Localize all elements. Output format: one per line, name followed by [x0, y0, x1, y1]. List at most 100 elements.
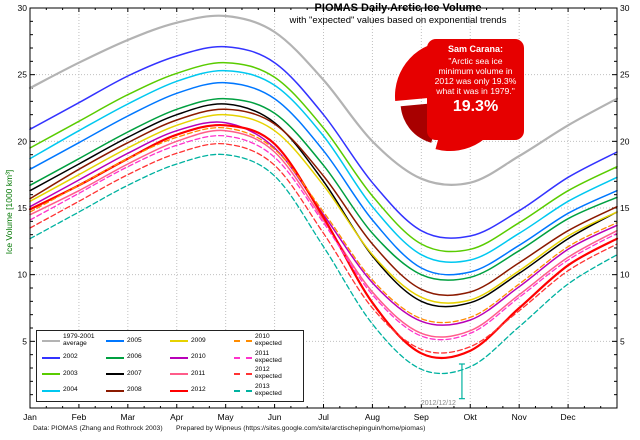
series-line-2009	[29, 113, 618, 304]
legend-item-2004: 2004	[42, 386, 106, 394]
legend-label: 2007	[127, 369, 142, 377]
legend-label: 2012 expected	[255, 366, 282, 381]
y-tick-label: 20	[18, 136, 28, 146]
legend-label: 2006	[127, 353, 142, 361]
x-tick-label: Nov	[512, 412, 528, 422]
legend-item-2011: 2011	[170, 369, 234, 378]
legend-item-2012: 2012	[170, 386, 234, 394]
legend-swatch	[106, 340, 124, 343]
legend-item-2013-expected: 2013 expected	[234, 382, 298, 398]
y-axis-label: Ice Volume [1000 km³]	[4, 169, 14, 255]
legend-label: 2003	[63, 369, 78, 377]
series-line-2007	[29, 103, 618, 308]
legend-swatch	[106, 389, 124, 392]
y-tick-label-right: 30	[620, 3, 630, 13]
series-line-2003	[29, 61, 618, 253]
y-tick-label-right: 5	[620, 336, 625, 346]
legend-label: 2004	[63, 386, 78, 394]
legend-label: 2013 expected	[255, 382, 282, 397]
legend-swatch	[170, 340, 188, 343]
x-tick-label: Apr	[170, 412, 183, 422]
legend-swatch	[106, 373, 124, 376]
series-line-2011-expected	[29, 134, 618, 341]
legend-label: 2009	[191, 336, 206, 344]
legend-box: 1979-2001 average 2002 2003 2004 2005 2006 200…	[36, 330, 304, 402]
legend-item-2007: 2007	[106, 369, 170, 378]
annotation-date: 2012/12/12	[421, 400, 456, 407]
y-tick-label: 30	[18, 3, 28, 13]
legend-swatch	[42, 389, 60, 392]
chart-subtitle: with "expected" values based on exponent…	[289, 15, 507, 26]
y-tick-label-right: 15	[620, 203, 630, 213]
legend-item-2008: 2008	[106, 386, 170, 394]
series-line-2008	[29, 108, 618, 297]
series-line-2012-expected	[29, 142, 618, 354]
axis-tick-labels: 5 5 10 10 15 15 20 20 25 25 30 30 Jan Feb Mar Apr May Jun…	[18, 3, 630, 422]
y-tick-label: 25	[18, 70, 28, 80]
series-line-2013-expected	[29, 153, 618, 375]
x-tick-label: Jan	[23, 412, 37, 422]
quote-speaker: Sam Carana:	[447, 44, 504, 54]
prepared-by-credit: Prepared by Wipneus (https://sites.googl…	[176, 425, 426, 432]
legend-item-2006: 2006	[106, 353, 170, 361]
series-line-2004	[29, 69, 618, 264]
y-tick-label: 15	[18, 203, 28, 213]
legend-item-2003: 2003	[42, 369, 106, 378]
y-tick-label-right: 25	[620, 70, 630, 80]
x-tick-label: Jun	[268, 412, 282, 422]
x-tick-label: Okt	[464, 412, 478, 422]
legend-swatch	[106, 356, 124, 359]
legend-swatch	[234, 356, 252, 359]
x-tick-label: Jul	[318, 412, 329, 422]
quote-callout: Sam Carana: "Arctic sea ice minimum volu…	[427, 39, 524, 140]
legend-swatch	[234, 389, 252, 392]
legend-item-2010: 2010	[170, 353, 234, 361]
y-tick-label-right: 10	[620, 270, 630, 280]
series-line-2010	[29, 121, 618, 326]
y-tick-label-right: 20	[620, 136, 630, 146]
legend-item-2009: 2009	[170, 336, 234, 345]
x-tick-label: Sep	[414, 412, 429, 422]
chart-title: PIOMAS Daily Arctic Ice Volume	[314, 2, 482, 14]
legend-label: 1979-2001 average	[63, 333, 95, 348]
legend-swatch	[170, 356, 188, 359]
legend-item-1979-2001-average: 1979-2001 average	[42, 333, 106, 348]
y-tick-label: 5	[22, 336, 27, 346]
y-tick-label: 10	[18, 270, 28, 280]
legend-item-2010-expected: 2010 expected	[234, 333, 298, 348]
series-lines	[28, 14, 619, 375]
legend-label: 2005	[127, 336, 142, 344]
legend-label: 2011 expected	[255, 349, 282, 364]
legend-item-2011-expected: 2011 expected	[234, 349, 298, 365]
legend-swatch	[42, 356, 60, 359]
plot-border	[29, 7, 618, 409]
quote-text: "Arctic sea ice minimum volume in 2012 w…	[434, 55, 517, 97]
legend-label: 2010	[191, 353, 206, 361]
x-tick-label: Aug	[365, 412, 380, 422]
series-line-1979-2001-average	[28, 14, 619, 186]
legend-swatch	[234, 340, 252, 343]
percent-value: 19.3%	[452, 98, 499, 116]
x-tick-label: May	[218, 412, 235, 422]
legend-item-2005: 2005	[106, 336, 170, 345]
series-line-2005	[29, 81, 618, 276]
legend-item-2002: 2002	[42, 353, 106, 361]
legend-label: 2002	[63, 353, 78, 361]
legend-item-2012-expected: 2012 expected	[234, 366, 298, 381]
legend-swatch	[170, 389, 188, 392]
legend-label: 2010 expected	[255, 333, 282, 348]
legend-swatch	[42, 340, 60, 343]
legend-label: 2008	[127, 386, 142, 394]
legend-swatch	[170, 373, 188, 376]
series-line-2011	[29, 129, 618, 338]
x-tick-label: Mar	[121, 412, 136, 422]
annotation-marker	[458, 363, 465, 400]
x-tick-label: Dec	[561, 412, 577, 422]
legend-swatch	[234, 373, 252, 376]
x-tick-label: Feb	[72, 412, 87, 422]
legend-swatch	[42, 373, 60, 376]
legend-label: 2011	[191, 369, 206, 377]
data-credit: Data: PIOMAS (Zhang and Rothrock 2003)	[33, 425, 163, 432]
